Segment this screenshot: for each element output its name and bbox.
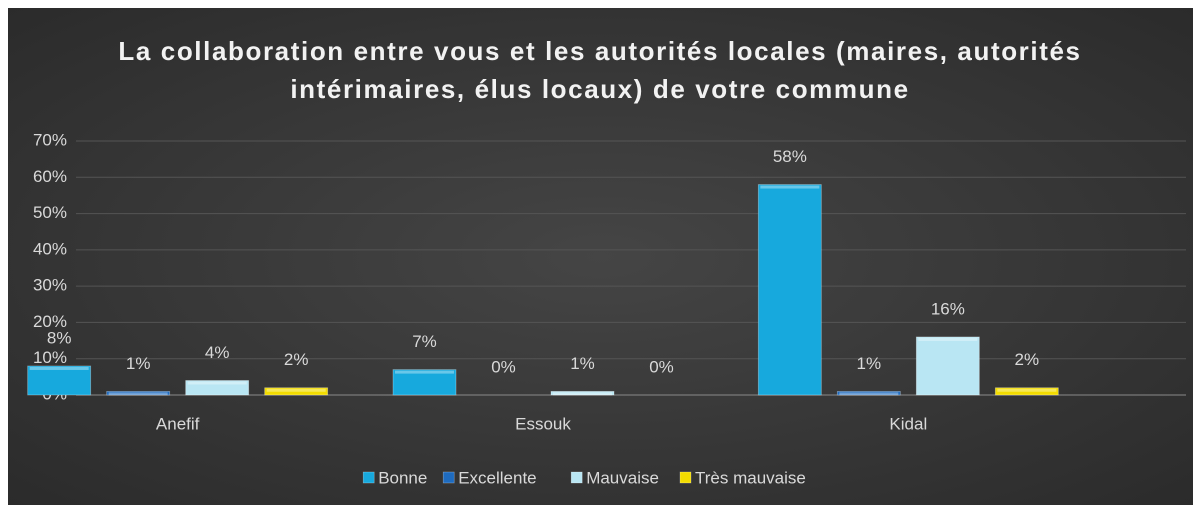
x-tick-label: Anefif xyxy=(156,414,200,433)
bar-shine xyxy=(997,388,1057,392)
y-tick-label: 50% xyxy=(33,203,67,222)
y-tick-label: 10% xyxy=(33,348,67,367)
legend-label: Mauvaise xyxy=(586,468,659,487)
y-tick-label: 30% xyxy=(33,276,67,295)
y-tick-label: 20% xyxy=(33,312,67,331)
legend-swatch xyxy=(442,471,455,484)
bar xyxy=(836,390,901,396)
chart-background xyxy=(8,8,1193,505)
bar-shine xyxy=(29,366,89,370)
legend-swatch xyxy=(679,471,692,484)
y-tick-label: 60% xyxy=(33,167,67,186)
y-tick-label: 40% xyxy=(33,239,67,258)
value-label: 7% xyxy=(412,332,437,351)
bar xyxy=(757,184,822,396)
x-tick-label: Essouk xyxy=(515,414,571,433)
legend-swatch xyxy=(362,471,375,484)
bar-shine xyxy=(553,392,612,396)
bar-shine xyxy=(760,185,820,189)
bar xyxy=(392,369,457,396)
value-label: 1% xyxy=(570,354,595,373)
chart-title: La collaboration entre vous et les autor… xyxy=(118,36,1082,104)
bar xyxy=(550,390,615,396)
value-label: 58% xyxy=(773,147,807,166)
bar xyxy=(106,390,171,396)
bar-shine xyxy=(187,381,247,385)
legend-swatch xyxy=(570,471,583,484)
bar xyxy=(994,387,1059,396)
bar-shine xyxy=(839,392,899,396)
value-label: 1% xyxy=(857,354,882,373)
legend-label: Excellente xyxy=(458,468,536,487)
value-label: 16% xyxy=(931,299,965,318)
bar-shine xyxy=(395,370,454,374)
value-label: 1% xyxy=(126,354,151,373)
value-label: 0% xyxy=(491,357,516,376)
y-tick-label: 70% xyxy=(33,130,67,149)
value-label: 8% xyxy=(47,328,72,347)
value-label: 2% xyxy=(284,350,309,369)
bar-shine xyxy=(108,392,168,396)
bar xyxy=(185,380,250,396)
x-tick-label: Kidal xyxy=(889,414,927,433)
value-label: 0% xyxy=(649,357,674,376)
bar xyxy=(27,365,92,396)
bar-shine xyxy=(918,337,978,341)
legend-label: Très mauvaise xyxy=(695,468,806,487)
value-label: 4% xyxy=(205,343,230,362)
bar-shine xyxy=(266,388,326,392)
value-label: 2% xyxy=(1015,350,1040,369)
legend-label: Bonne xyxy=(378,468,427,487)
bar xyxy=(264,387,329,396)
bar xyxy=(915,336,980,396)
